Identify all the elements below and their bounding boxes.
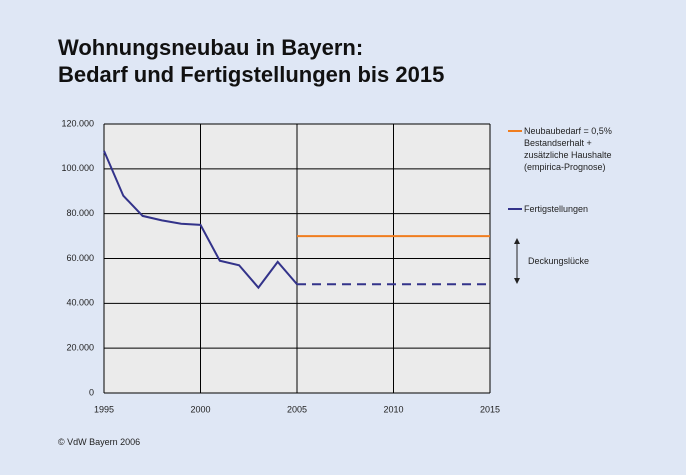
y-tick-label: 20.000: [66, 343, 94, 353]
y-tick-label: 60.000: [66, 253, 94, 263]
x-tick-label: 2015: [480, 404, 500, 414]
x-tick-label: 2010: [383, 404, 403, 414]
y-tick-label: 100.000: [61, 163, 94, 173]
annotation: Deckungslücke: [528, 256, 590, 266]
x-tick-label: 1995: [94, 404, 114, 414]
line: [103, 150, 298, 290]
legend-label: Neubaubedarf = 0,5% Bestandserhalt + zus…: [524, 126, 612, 172]
footer: © VdW Bayern 2006: [58, 437, 141, 447]
y-tick-label: 80.000: [66, 208, 94, 218]
x-tick-label: 2000: [190, 404, 210, 414]
x-tick-label: 2005: [287, 404, 307, 414]
legend-label: Fertigstellungen: [524, 204, 589, 214]
y-tick-label: 0: [89, 387, 94, 397]
y-tick-label: 120.000: [61, 118, 94, 128]
chart-title: Wohnungsneubau in Bayern: Bedarf und Fer…: [58, 35, 445, 87]
y-tick-label: 40.000: [66, 298, 94, 308]
